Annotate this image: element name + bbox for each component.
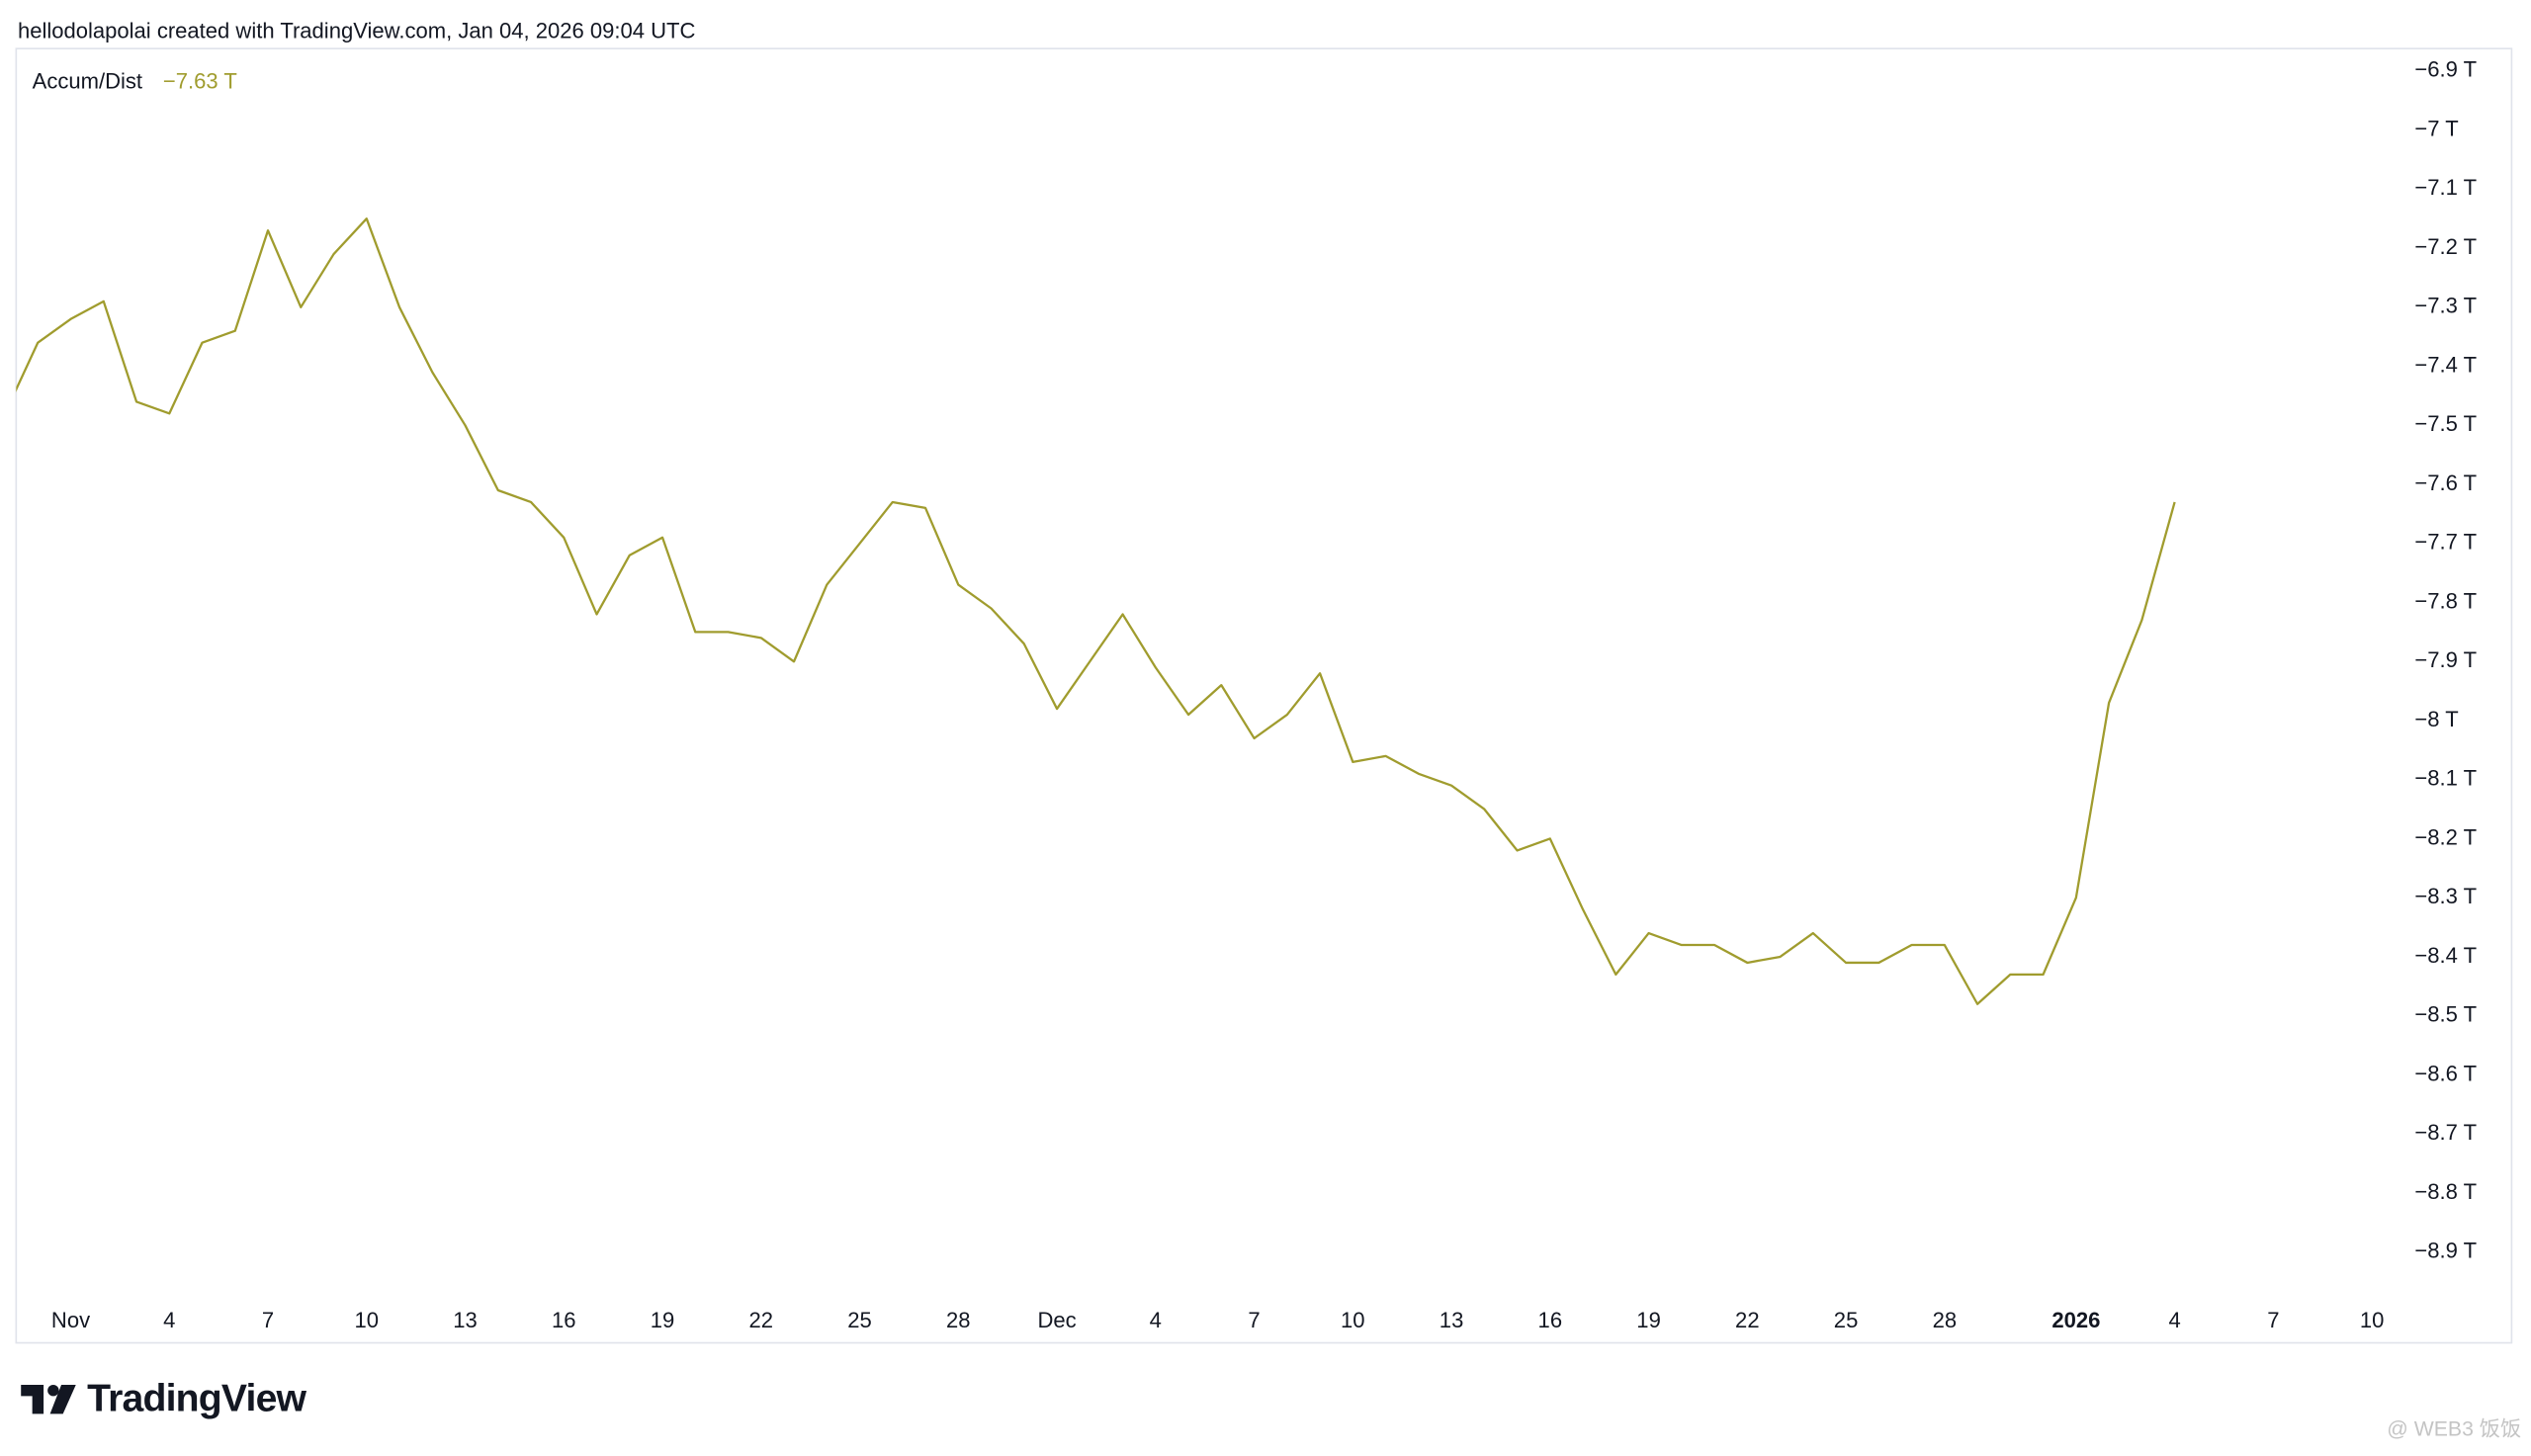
y-tick-label: −7.6 T (2414, 471, 2477, 495)
x-tick-label: 7 (2267, 1308, 2279, 1332)
x-tick-label: 19 (651, 1308, 675, 1332)
data-line (16, 217, 2176, 1005)
x-tick-label: 25 (847, 1308, 872, 1332)
x-tick-label: 13 (1440, 1308, 1464, 1332)
chart-frame (15, 47, 2513, 1344)
y-tick-label: −8.2 T (2414, 824, 2477, 849)
x-tick-label: 4 (2168, 1308, 2180, 1332)
y-tick-label: −7.8 T (2414, 588, 2477, 613)
y-tick-label: −7.7 T (2414, 530, 2477, 555)
y-tick-label: −8.7 T (2414, 1120, 2477, 1145)
x-tick-label: 16 (1538, 1308, 1563, 1332)
x-tick-label: 7 (262, 1308, 274, 1332)
x-tick-label: Nov (51, 1308, 90, 1332)
x-tick-label: 28 (1933, 1308, 1958, 1332)
legend-name: Accum/Dist (33, 68, 142, 93)
x-tick-label: 10 (2360, 1308, 2385, 1332)
y-tick-label: −6.9 T (2414, 57, 2477, 82)
x-tick-label: 13 (453, 1308, 478, 1332)
plot (16, 217, 2176, 1005)
x-tick-label: 10 (1341, 1308, 1365, 1332)
x-tick-label: 4 (163, 1308, 175, 1332)
x-tick-label: 10 (355, 1308, 380, 1332)
x-tick-label: 25 (1834, 1308, 1859, 1332)
y-tick-label: −7.5 T (2414, 411, 2477, 436)
y-tick-label: −7.4 T (2414, 352, 2477, 377)
y-tick-label: −7.9 T (2414, 647, 2477, 672)
x-tick-label: 19 (1636, 1308, 1661, 1332)
x-tick-label: 7 (1248, 1308, 1260, 1332)
y-tick-label: −8.1 T (2414, 766, 2477, 791)
y-tick-label: −7 T (2414, 116, 2458, 140)
legend-value: −7.63 T (163, 68, 237, 93)
x-tick-label: 28 (946, 1308, 971, 1332)
x-tick-label: 2026 (2051, 1308, 2100, 1332)
y-tick-label: −7.2 T (2414, 234, 2477, 259)
y-tick-label: −8.8 T (2414, 1179, 2477, 1204)
y-tick-label: −8.4 T (2414, 943, 2477, 968)
x-tick-label: 22 (749, 1308, 774, 1332)
y-tick-label: −8.5 T (2414, 1002, 2477, 1027)
y-tick-label: −8.3 T (2414, 884, 2477, 908)
y-tick-label: −7.3 T (2414, 294, 2477, 318)
caption: hellodolapolai created with TradingView.… (18, 19, 696, 43)
x-tick-label: 4 (1150, 1308, 1162, 1332)
y-tick-label: −8.6 T (2414, 1061, 2477, 1085)
x-tick-label: 16 (552, 1308, 576, 1332)
brand: TradingView (87, 1378, 306, 1420)
y-tick-label: −8.9 T (2414, 1238, 2477, 1262)
x-tick-label: Dec (1037, 1308, 1076, 1332)
logo (21, 1384, 76, 1414)
x-tick-label: 22 (1735, 1308, 1760, 1332)
y-tick-label: −8 T (2414, 707, 2458, 731)
y-tick-label: −7.1 T (2414, 175, 2477, 200)
watermark: @ WEB3 饭饭 (2387, 1416, 2521, 1440)
